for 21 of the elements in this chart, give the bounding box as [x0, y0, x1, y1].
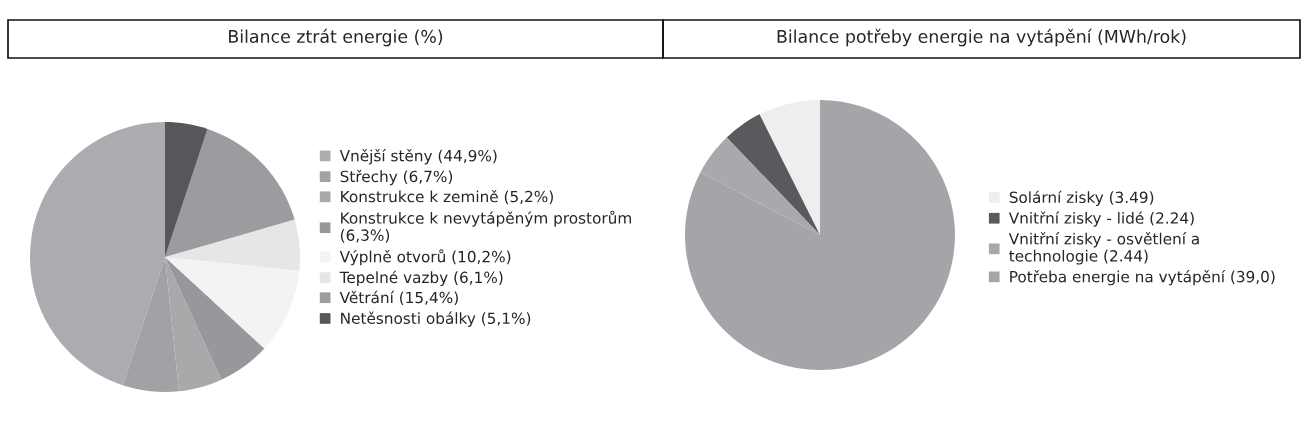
legend-label: Větrání (15,4%): [339, 290, 458, 306]
legend-label: Vnější stěny (44,9%): [339, 149, 497, 165]
chart-title: Bilance potřeby energie na vytápění (MWh/rok): [777, 28, 1186, 47]
legend-label: Vnitřní zisky - osvětlení a technologie (2.44): [1008, 232, 1199, 265]
legend-label: Konstrukce k nevytápěným prostorům (6,3%): [340, 210, 631, 243]
legend-label: Potřeba energie na vytápění (39,0): [1010, 269, 1275, 286]
legend-label: Vnitřní zisky - lidé (2.24): [1008, 211, 1194, 227]
legend-label: Tepelné vazby (6,1%): [339, 270, 503, 287]
legend-label: Konstrukce k zemině (5,2%): [341, 189, 553, 205]
pie-slice: [165, 257, 300, 349]
legend-label: Netěsnosti obálky (5,1%): [341, 311, 531, 327]
pie-slice: [685, 100, 955, 370]
chart-title: Bilance ztrát energie (%): [229, 28, 443, 47]
legend-label: Výplně otvorů (10,2%): [339, 249, 511, 266]
legend-label: Solární zisky (3.49): [1009, 190, 1154, 207]
legend-label: Střechy (6,7%): [340, 169, 453, 186]
pie-slice: [165, 219, 300, 271]
pie-slice: [726, 114, 820, 235]
pie-slice: [700, 137, 820, 235]
pie-slice: [165, 122, 208, 257]
pie-slice: [759, 100, 820, 235]
